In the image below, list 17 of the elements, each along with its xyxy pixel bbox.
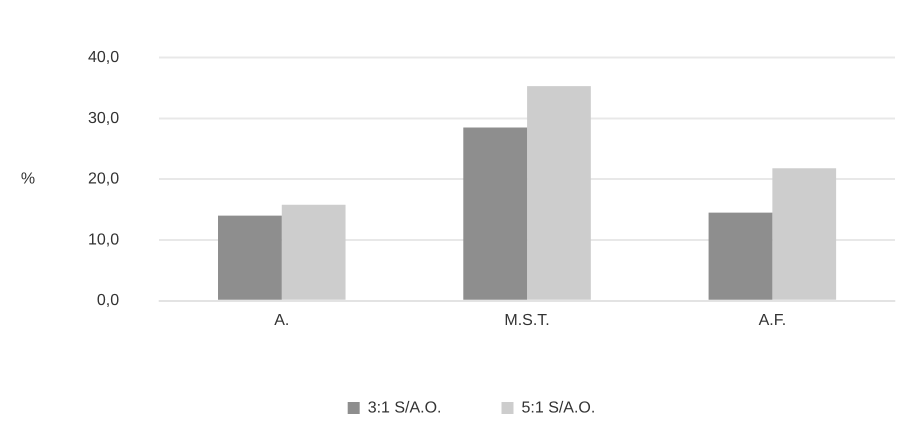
y-tick-label: 20,0 (88, 170, 120, 188)
y-tick-label: 40,0 (88, 49, 120, 66)
y-tick-label: 10,0 (88, 231, 120, 248)
legend-label: 3:1 S/A.O. (368, 399, 442, 416)
bar (527, 86, 591, 300)
bar (282, 204, 346, 300)
bar (772, 168, 836, 300)
legend-label: 5:1 S/A.O. (522, 399, 596, 416)
bar (218, 216, 282, 300)
bar (708, 212, 772, 300)
x-tick-label: A.F. (758, 312, 786, 329)
y-tick-label: 0,0 (96, 292, 120, 310)
x-tick-label: M.S.T. (504, 312, 550, 329)
bar (463, 128, 528, 300)
y-tick-label: 30,0 (88, 110, 120, 127)
y-axis-title: % (20, 170, 36, 188)
x-tick-label: A. (274, 312, 290, 329)
